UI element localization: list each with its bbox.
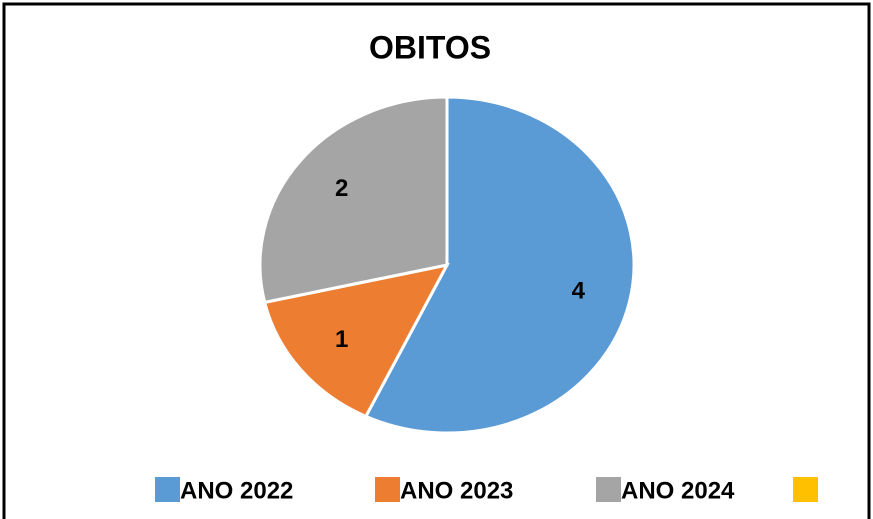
legend-swatch	[375, 477, 400, 502]
legend-swatch	[155, 477, 180, 502]
data-label: 2	[335, 175, 348, 202]
legend-swatch	[793, 477, 818, 502]
pie-slice	[363, 95, 636, 435]
data-label: 4	[572, 277, 586, 304]
legend-label: ANO 2023	[400, 477, 513, 504]
data-label: 1	[335, 326, 348, 353]
chart-title: OBITOS	[369, 29, 491, 65]
legend-label: ANO 2022	[180, 477, 293, 504]
pie-slice	[262, 262, 450, 419]
legend-swatch	[596, 477, 621, 502]
pie-slice	[258, 95, 449, 305]
legend-label: ANO 2024	[621, 477, 735, 504]
